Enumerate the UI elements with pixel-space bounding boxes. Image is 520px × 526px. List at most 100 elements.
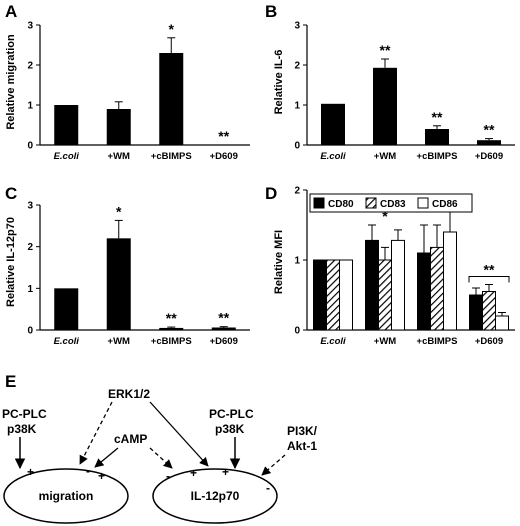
panel-c-significance-marker: ** xyxy=(166,310,177,326)
panel-c-letter: C xyxy=(5,184,17,203)
panel-d-significance-marker: ** xyxy=(484,262,495,278)
pcplc-left-sign: + xyxy=(27,465,34,479)
panel-c-bar xyxy=(106,238,131,330)
panel-b-ytick-label: 1 xyxy=(294,101,300,112)
panel-b-category-label: +cBIMPS xyxy=(417,151,458,162)
camp-label: cAMP xyxy=(114,432,147,446)
panel-a-bar xyxy=(159,53,184,145)
panel-d-significance-bracket xyxy=(468,276,510,283)
panel-d-ytick-label: 1 xyxy=(294,256,300,267)
panel-e-diagram: E migration IL-12p70 PC-PLC p38K + ERK1/… xyxy=(2,372,318,524)
panel-b-letter: B xyxy=(265,2,277,21)
panel-d-category-label: E.coli xyxy=(320,336,346,347)
panel-d-bar xyxy=(365,239,379,331)
panel-d-category-label: +D609 xyxy=(475,336,503,347)
p38k-left-label: p38K xyxy=(7,422,37,436)
panel-c-significance-marker: * xyxy=(116,203,122,219)
panel-b-ytick-label: 0 xyxy=(294,141,300,152)
camp-to-il12-arrow xyxy=(149,447,173,469)
camp-il12-sign: - xyxy=(166,469,170,483)
panel-d-legend: CD80 CD83 CD86 xyxy=(309,193,473,213)
panel-a-category-label: +D609 xyxy=(210,151,238,162)
panel-d-bar xyxy=(430,246,444,331)
panel-d-legend-swatch xyxy=(417,197,429,209)
panel-b-bar xyxy=(477,140,501,145)
camp-migration-sign: + xyxy=(98,469,105,483)
panel-a-ytick-label: 1 xyxy=(27,101,33,112)
panel-b-ytick-label: 2 xyxy=(294,61,300,72)
migration-label: migration xyxy=(39,489,94,503)
panel-d-significance-marker: * xyxy=(382,208,388,224)
panel-d-legend-swatch xyxy=(313,197,325,209)
pcplc-right-sign: + xyxy=(222,465,229,479)
panel-a-significance-marker: * xyxy=(169,21,175,37)
pi3k-to-il12-arrow xyxy=(261,454,286,476)
panel-d-ylabel: Relative MFI xyxy=(273,230,285,294)
panel-a-bar xyxy=(54,105,79,145)
panel-d-bar xyxy=(313,259,327,331)
panel-c-category-label: +D609 xyxy=(210,336,238,347)
panel-c-ytick-label: 0 xyxy=(27,326,33,337)
pi3k-label: PI3K/ xyxy=(287,424,318,438)
panel-c-ytick-label: 2 xyxy=(27,242,33,253)
panel-d-bar xyxy=(443,231,457,331)
panel-b-bar xyxy=(425,129,449,145)
panel-c-significance-marker: ** xyxy=(218,310,229,326)
pcplc-left-label: PC-PLC xyxy=(2,407,47,421)
panel-b-category-label: +D609 xyxy=(475,151,503,162)
panel-d-bar xyxy=(495,315,509,331)
panel-a-letter: A xyxy=(5,2,17,21)
panel-c-category-label: +WM xyxy=(108,336,131,347)
panel-d-bar xyxy=(339,259,353,331)
panel-a-ytick-label: 0 xyxy=(27,141,33,152)
panel-b-significance-marker: ** xyxy=(484,122,495,138)
panel-d-bar xyxy=(482,291,496,331)
panel-b-ytick-label: 3 xyxy=(294,21,300,32)
pi3k-il12-sign: - xyxy=(266,481,270,495)
panel-a-bar xyxy=(106,109,131,145)
panel-d-legend-label: CD86 xyxy=(432,199,458,210)
panel-a-category-label: E.coli xyxy=(54,151,80,162)
panel-d-letter: D xyxy=(265,184,277,203)
panel-a-ytick-label: 3 xyxy=(27,21,33,32)
panel-b-significance-marker: ** xyxy=(380,42,391,58)
panel-c-category-label: +cBIMPS xyxy=(151,336,192,347)
panel-a-category-label: +cBIMPS xyxy=(151,151,192,162)
panel-d-ytick-label: 0 xyxy=(294,326,300,337)
panel-d-legend-label: CD83 xyxy=(380,199,406,210)
panel-a-category-label: +WM xyxy=(108,151,131,162)
panel-d-bar xyxy=(469,294,483,331)
panel-a-significance-marker: ** xyxy=(218,128,229,144)
panel-a-ytick-label: 2 xyxy=(27,61,33,72)
panel-b: B Relative IL-6 0 1 2 3 E.coli +WM +cBIMPS +D60… xyxy=(265,2,515,162)
panel-d-bar xyxy=(326,259,340,331)
erk-to-il12-arrow xyxy=(149,401,209,467)
panel-c-bar xyxy=(211,327,236,330)
panel-c-bar xyxy=(159,327,184,330)
panel-c-bar xyxy=(54,288,79,330)
camp-to-migration-arrow xyxy=(94,447,119,468)
panel-d-bar xyxy=(391,239,405,331)
il12-label: IL-12p70 xyxy=(191,489,240,503)
panel-d-bar xyxy=(378,259,392,331)
il12-node xyxy=(152,468,278,524)
panel-d-legend-swatch xyxy=(365,197,377,209)
panel-c-category-label: E.coli xyxy=(54,336,80,347)
panel-c-ylabel: Relative IL-12p70 xyxy=(5,217,17,307)
pcplc-right-label: PC-PLC xyxy=(209,407,254,421)
panel-d-bar xyxy=(417,252,431,331)
erk-migration-sign: - xyxy=(86,464,90,478)
panel-d: D Relative MFI 0 1 2 E.coli +WM +cBIMPS +D609 *… xyxy=(265,184,515,347)
p38k-right-label: p38K xyxy=(215,422,245,436)
panel-d-category-label: +cBIMPS xyxy=(417,336,458,347)
panel-d-legend-box xyxy=(309,193,473,213)
panel-b-ylabel: Relative IL-6 xyxy=(273,50,285,115)
erk-to-migration-arrow xyxy=(79,401,113,465)
panel-b-bar xyxy=(373,67,397,145)
panel-b-category-label: E.coli xyxy=(320,151,346,162)
panel-b-significance-marker: ** xyxy=(432,109,443,125)
migration-node xyxy=(3,468,129,524)
panel-c-ytick-label: 3 xyxy=(27,201,33,212)
erk-label: ERK1/2 xyxy=(108,387,150,401)
